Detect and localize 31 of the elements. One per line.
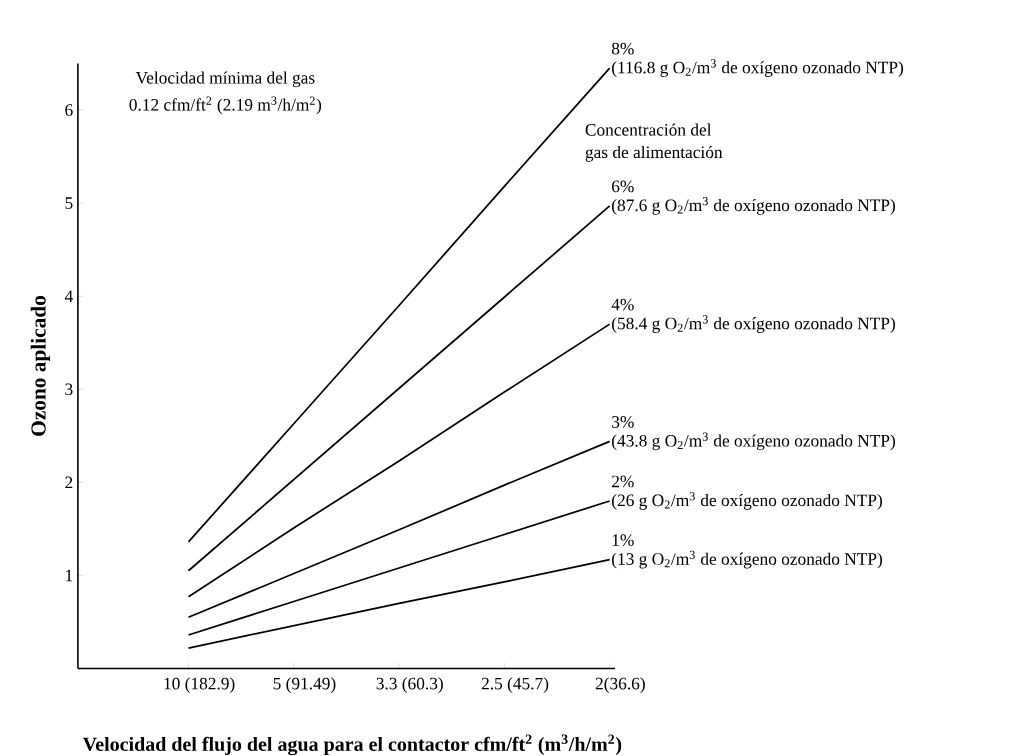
y-tick-label: 6 — [65, 104, 73, 116]
series-label: 4% — [611, 298, 634, 311]
annotation: (116.8 g O$_{2}$/m$^{3}$ de oxígeno ozonado NTP) — [612, 59, 904, 77]
annotation: (58.4 g O$_{2}$/m$^{3}$ de oxígeno ozonado NTP) — [612, 315, 895, 333]
annotation: gas de alimentación — [585, 145, 723, 162]
y-tick-label: 5 — [65, 197, 73, 209]
series-label: 8% — [611, 42, 634, 55]
annotation: (87.6 g O$_{2}$/m$^{3}$ de oxígeno ozonado NTP) — [612, 197, 895, 215]
annotation: Velocidad mínima del gas — [135, 71, 315, 88]
x-axis-title: Velocidad del flujo del agua para el contactor cfm/ft$^{2}$ (m$^{3}$/h/m$^{2}$) — [82, 734, 622, 756]
series-label: 1% — [612, 534, 634, 547]
x-tick-label: 3.3 (60.3) — [376, 677, 443, 693]
series-label: 3% — [612, 416, 634, 428]
annotation: 0.12 cfm/ft$^{2}$ (2.19 m$^{3}$/h/m$^{2}$) — [129, 96, 322, 115]
x-tick-label: 5 (91.49) — [273, 677, 336, 693]
annotation: (13 g O$_{2}$/m$^{3}$ de oxígeno ozonado NTP) — [612, 550, 883, 569]
x-tick-label: 2(36.6) — [595, 677, 645, 693]
annotation: Concentración del — [585, 123, 712, 136]
series-label: 2% — [612, 475, 634, 488]
x-tick-label: 10 (182.9) — [164, 677, 235, 693]
line-series — [187, 500, 611, 636]
x-tick-label: 2.5 (45.7) — [481, 677, 549, 693]
y-tick-label: 3 — [65, 383, 73, 396]
y-tick-label: 4 — [64, 290, 73, 302]
annotation: (43.8 g O$_{2}$/m$^{3}$ de oxígeno ozonado NTP) — [612, 432, 895, 451]
y-axis-title: Ozono aplicado — [30, 296, 51, 436]
y-tick-label: 2 — [65, 476, 73, 489]
line-series — [187, 323, 611, 598]
series-label: 6% — [612, 180, 634, 193]
y-tick-label: 1 — [66, 569, 73, 582]
annotation: (26 g O$_{2}$/m$^{3}$ de oxígeno ozonado NTP) — [612, 492, 883, 510]
